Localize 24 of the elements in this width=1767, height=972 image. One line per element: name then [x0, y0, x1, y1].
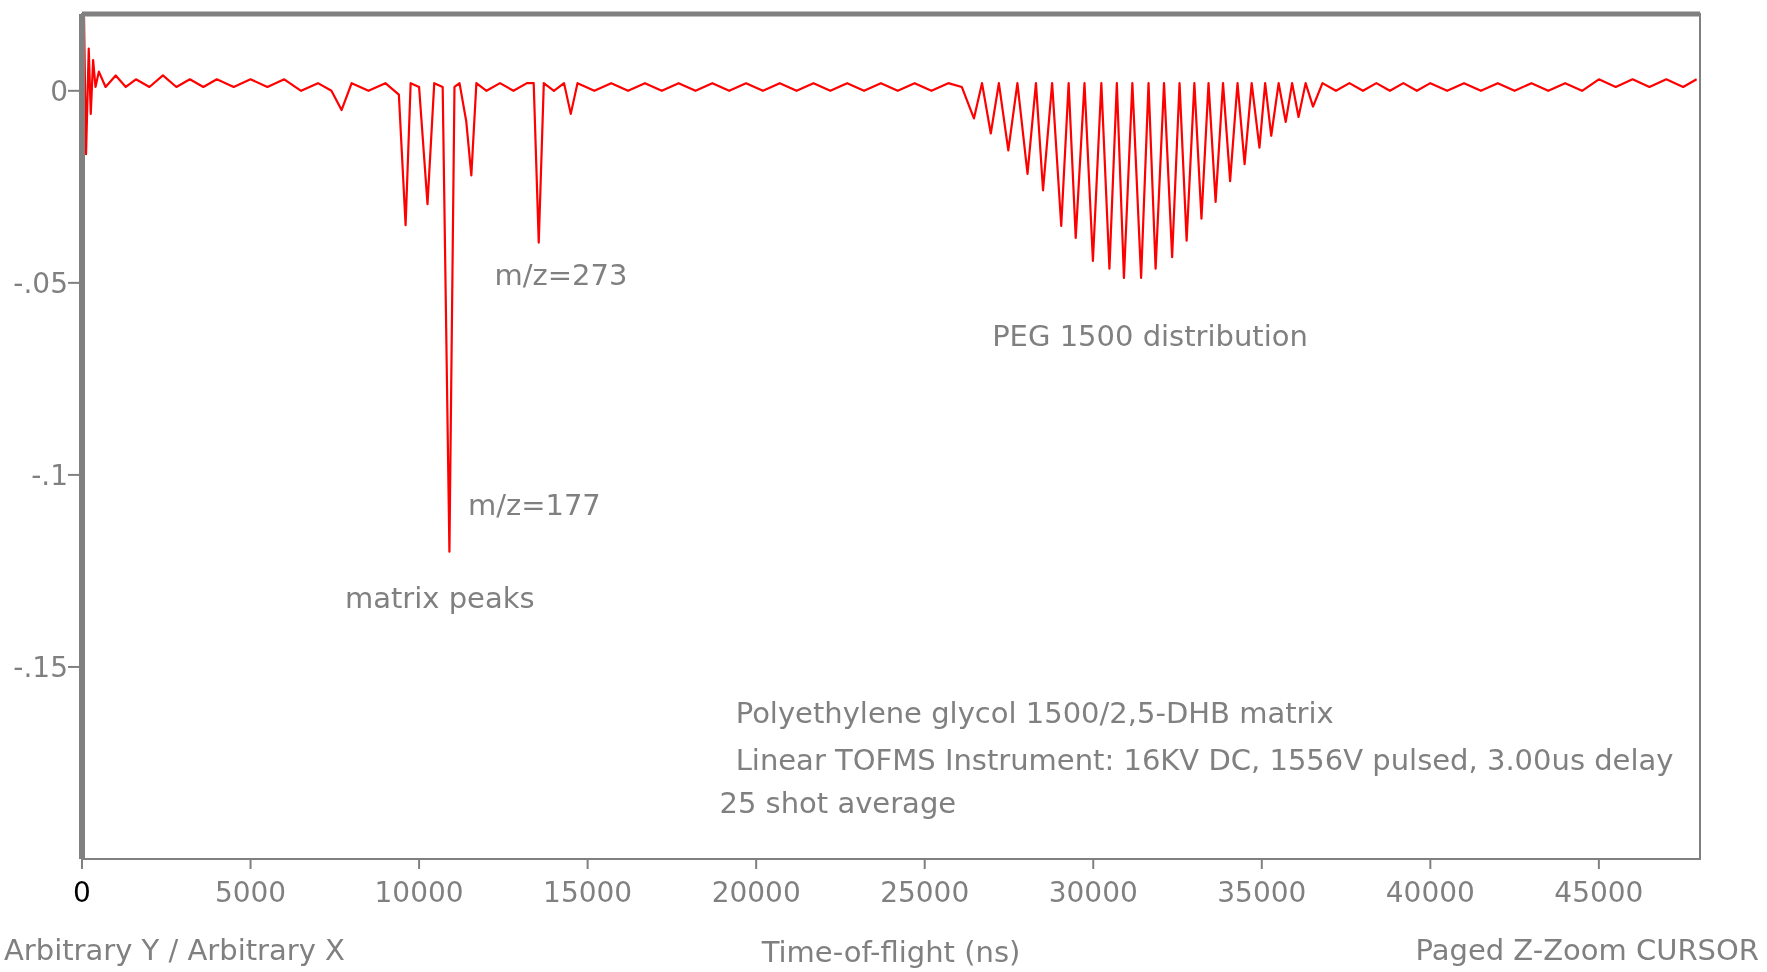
- x-tick-label: 30000: [1048, 876, 1138, 909]
- annotation: Polyethylene glycol 1500/2,5-DHB matrix: [735, 695, 1334, 730]
- annotation: Linear TOFMS Instrument: 16KV DC, 1556V pulsed, 3.00us delay: [735, 742, 1674, 777]
- text: Paged Z-Zoom CURSOR: [1415, 933, 1759, 967]
- annotation: 25 shot average: [719, 785, 957, 820]
- x-tick-label: 20000: [711, 876, 801, 909]
- annotation: PEG 1500 distribution: [992, 319, 1308, 354]
- x-tick-label: 10000: [374, 876, 464, 909]
- x-tick-label: 35000: [1217, 876, 1307, 909]
- x-tick-label: 0: [73, 876, 91, 909]
- x-tick-label: 5000: [214, 876, 287, 909]
- x-axis-title: Time-of-flight (ns): [760, 935, 1021, 969]
- y-tick-label: 0: [50, 74, 68, 108]
- annotation: m/z=177: [467, 488, 601, 523]
- y-tick-label: -.05: [13, 266, 68, 300]
- y-tick-label: -.15: [13, 650, 68, 684]
- annotation: m/z=273: [494, 257, 628, 292]
- x-tick-label: 45000: [1554, 876, 1644, 909]
- y-axis-title: Arbitrary Y / Arbitrary X: [4, 933, 345, 967]
- x-tick-label: 25000: [880, 876, 970, 909]
- y-tick-label: -.1: [31, 458, 68, 492]
- x-tick-label: 15000: [543, 876, 633, 909]
- x-tick-label: 40000: [1385, 876, 1475, 909]
- annotation: matrix peaks: [344, 580, 535, 615]
